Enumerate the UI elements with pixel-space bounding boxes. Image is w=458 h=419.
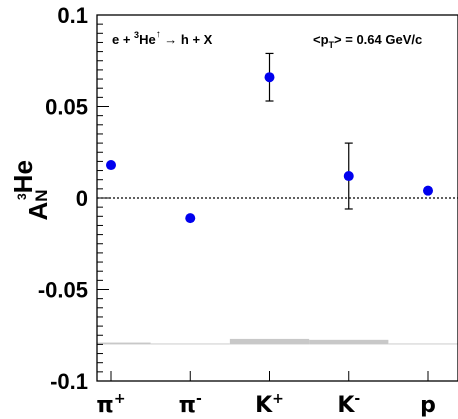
reaction-sup1: 3 [134, 30, 139, 40]
y-axis-tick-labels: -0.1 -0.05 0 0.05 0.1 [38, 3, 88, 394]
data-point-4 [423, 185, 433, 196]
data-point-2 [264, 72, 275, 83]
x-tick-label-0: π+ [96, 391, 125, 418]
reaction-mid: He [139, 32, 156, 47]
reaction-sup2: ↑ [156, 29, 161, 40]
systematic-band-4 [388, 343, 458, 345]
systematic-band-2 [229, 338, 310, 345]
pt-prefix: <p [313, 32, 329, 47]
y-tick-label-2: 0 [76, 186, 88, 211]
y-axis-label-main: A [23, 202, 53, 221]
data-point-0 [106, 160, 116, 171]
y-tick-label-4: 0.1 [57, 3, 88, 28]
y-axis-label-sup-pre: 3 [15, 193, 29, 200]
systematic-band-3 [309, 339, 389, 345]
y-tick-label-0: -0.1 [50, 369, 88, 394]
y-axis-label-superscript: 3He [8, 160, 38, 200]
reaction-suffix: → h + X [161, 32, 213, 47]
pt-sub: T [329, 40, 335, 50]
x-axis-ticks [110, 371, 429, 381]
pt-suffix: > = 0.64 GeV/c [334, 32, 422, 47]
systematic-band-1 [150, 343, 230, 345]
error-bars [265, 52, 353, 210]
x-tick-label-1: π- [179, 391, 202, 418]
data-point-1 [185, 213, 196, 224]
y-axis-label: AN [23, 189, 53, 220]
y-axis-label-sub: N [32, 189, 51, 201]
x-tick-label-2: K+ [255, 391, 284, 418]
systematic-error-band [97, 338, 458, 345]
x-tick-label-3: K- [337, 391, 360, 418]
x-axis-tick-labels: π+ π- K+ K-p [96, 391, 435, 418]
data-point-3 [343, 171, 354, 182]
y-tick-label-1: -0.05 [38, 278, 88, 303]
pt-annotation: <pT> = 0.64 GeV/c [313, 32, 422, 50]
reaction-prefix: e + [112, 32, 134, 47]
y-axis-label-sup: He [8, 160, 38, 193]
data-points [106, 72, 433, 224]
x-tick-label-4: p [420, 393, 436, 418]
reaction-annotation: e + 3He↑ → h + X [112, 29, 213, 47]
y-axis-ticks [97, 14, 109, 382]
y-tick-label-3: 0.05 [45, 95, 88, 120]
systematic-band-0 [97, 342, 151, 345]
